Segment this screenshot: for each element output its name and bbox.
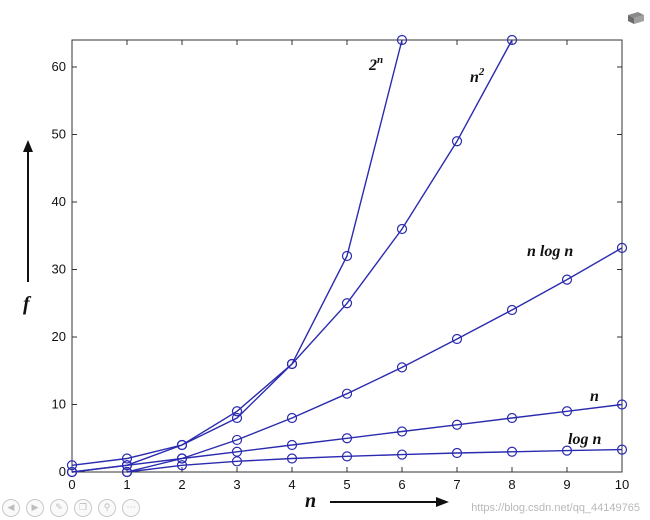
x-tick-label: 6 (398, 477, 405, 492)
data-point (176, 439, 188, 451)
more-icon[interactable]: ⋯ (122, 499, 140, 517)
player-controls: ◀ ▶ ✎ ❐ ⚲ ⋯ (0, 498, 140, 518)
data-point (451, 419, 463, 430)
series-line (71, 39, 403, 466)
series-label-n2: n2 (470, 66, 485, 86)
data-point (396, 34, 408, 46)
data-point (561, 445, 573, 456)
data-point (506, 304, 518, 316)
data-point (121, 466, 133, 478)
data-point (176, 453, 188, 464)
x-tick-label: 2 (178, 477, 185, 492)
y-tick-label: 30 (52, 262, 66, 277)
x-tick-label: 0 (68, 477, 75, 492)
data-point (286, 358, 298, 370)
data-point (231, 434, 243, 446)
data-point (506, 446, 518, 457)
y-axis-label: f (23, 293, 32, 315)
y-tick-label: 50 (52, 127, 66, 142)
data-point (66, 466, 78, 478)
data-point (561, 274, 573, 285)
series-label-logn: log n (568, 431, 601, 448)
data-point (286, 412, 298, 424)
watermark: https://blog.csdn.net/qq_44149765 (471, 502, 640, 514)
data-point (231, 446, 243, 457)
series-line (71, 403, 623, 473)
data-point (396, 449, 408, 460)
data-point (121, 460, 133, 471)
data-point (341, 298, 353, 309)
play-icon[interactable]: ▶ (26, 499, 44, 517)
data-point (451, 447, 463, 459)
data-point (231, 412, 243, 424)
series-lines (71, 39, 623, 473)
data-point (451, 136, 463, 147)
data-point (66, 460, 78, 471)
x-tick-label: 8 (508, 477, 515, 492)
data-point (616, 242, 628, 253)
data-point (616, 399, 628, 410)
x-tick-label: 9 (563, 477, 570, 492)
y-tick-label: 0 (59, 464, 66, 479)
zoom-icon[interactable]: ⚲ (98, 499, 116, 517)
data-point (286, 439, 298, 451)
data-point (616, 444, 628, 455)
x-axis-arrowhead (436, 497, 449, 507)
y-tick-label: 60 (52, 59, 66, 74)
data-point (341, 250, 353, 262)
copy-icon[interactable]: ❐ (74, 499, 92, 517)
axis-ticks: 0 1 2 3 4 5 6 7 8 9 10 0 10 20 30 40 50 60 (52, 40, 629, 492)
data-point (506, 34, 518, 46)
data-point (561, 406, 573, 417)
x-tick-label: 7 (453, 477, 460, 492)
y-tick-label: 10 (52, 397, 66, 412)
x-tick-label: 10 (615, 477, 629, 492)
y-axis-arrowhead (23, 140, 33, 152)
data-point (341, 451, 353, 462)
data-point (341, 433, 353, 444)
x-axis-label: n (305, 490, 316, 512)
data-point (121, 453, 133, 464)
data-point (396, 426, 408, 437)
series-line (126, 247, 623, 473)
data-point (341, 388, 353, 399)
data-point (231, 406, 243, 417)
data-point (396, 223, 408, 235)
data-point (396, 362, 408, 373)
series-line (71, 39, 513, 473)
slide-icon[interactable] (628, 12, 644, 24)
data-point (286, 453, 298, 464)
data-point (506, 412, 518, 424)
data-point (451, 333, 463, 345)
series-label-nlogn: n log n (527, 243, 573, 260)
x-tick-label: 4 (288, 477, 295, 492)
series-label-2n: 2n (368, 54, 383, 74)
x-tick-label: 1 (123, 477, 130, 492)
data-point (176, 460, 188, 471)
pen-icon[interactable]: ✎ (50, 499, 68, 517)
series-label-n: n (590, 388, 599, 405)
series-line (126, 448, 623, 473)
x-tick-label: 3 (233, 477, 240, 492)
series-markers (66, 34, 628, 478)
y-tick-label: 20 (52, 329, 66, 344)
prev-icon[interactable]: ◀ (2, 499, 20, 517)
x-tick-label: 5 (343, 477, 350, 492)
y-tick-label: 40 (52, 194, 66, 209)
